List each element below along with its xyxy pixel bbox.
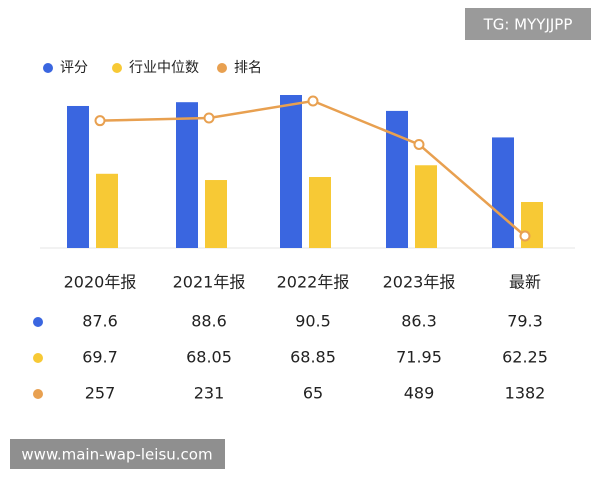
bar [492,137,514,248]
legend-marker [112,63,122,73]
table-cell: 88.6 [191,312,227,331]
table-cell: 71.95 [396,348,442,367]
bar [280,95,302,248]
line-point [307,95,319,107]
legend-label: 评分 [60,60,88,76]
x-tick-label: 2023年报 [383,273,456,292]
watermark: www.main-wap-leisu.com [21,446,212,464]
watermark: TG: MYYJJPP [483,16,573,34]
table-cell: 86.3 [401,312,437,331]
bar [205,180,227,248]
line-point [413,138,425,150]
x-tick-label: 2021年报 [173,273,246,292]
table-cell: 68.85 [290,348,336,367]
table-cell: 62.25 [502,348,548,367]
bar [386,110,408,249]
table-cell: 90.5 [295,312,331,331]
line-point [94,115,106,127]
table-cell: 489 [404,384,435,403]
table-cell: 87.6 [82,312,118,331]
watermark-box [465,8,591,40]
line-point [203,112,215,124]
row-marker [33,317,43,327]
bar [309,177,331,248]
x-tick-label: 2020年报 [64,273,137,292]
legend-marker [43,63,53,73]
bar [67,105,89,248]
table-cell: 231 [194,384,225,403]
line-point [519,230,531,242]
table-cell: 79.3 [507,312,543,331]
watermark-box [10,439,225,469]
legend-marker [217,63,227,73]
bar [415,165,437,248]
table-cell: 1382 [505,384,546,403]
bar [96,173,118,248]
x-tick-label: 最新 [509,273,541,292]
row-marker [33,389,43,399]
bar [176,102,198,248]
legend-label: 排名 [234,60,262,76]
table-cell: 68.05 [186,348,232,367]
table-cell: 65 [303,384,323,403]
row-marker [33,353,43,363]
table-cell: 69.7 [82,348,118,367]
x-tick-label: 2022年报 [277,273,350,292]
table-cell: 257 [85,384,116,403]
legend-label: 行业中位数 [129,60,199,76]
